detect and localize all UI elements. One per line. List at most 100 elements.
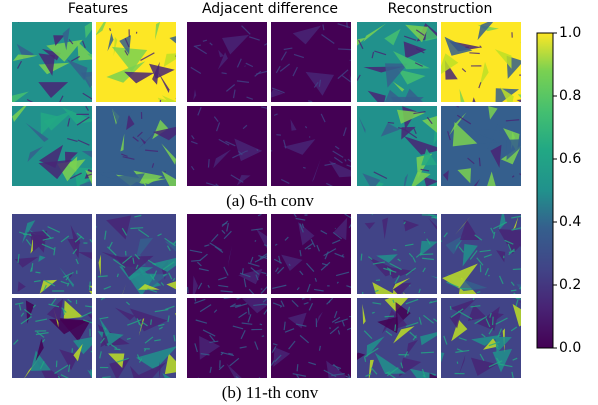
feature-map-tile	[271, 213, 369, 294]
feature-map-tile	[268, 106, 363, 189]
feature-map-tile	[187, 106, 274, 192]
feature-map-tile	[271, 294, 355, 385]
feature-map-tile	[12, 298, 108, 392]
tile-streak	[18, 17, 25, 22]
tile-streak	[420, 254, 433, 255]
tile-blob	[145, 183, 176, 207]
feature-map-tile	[439, 208, 551, 312]
tile-content	[187, 22, 278, 102]
feature-map-tile	[436, 296, 540, 380]
tile-streak	[371, 207, 373, 215]
colorbar-tick-label: 1.0	[559, 25, 581, 41]
caption: (b) 11-th conv	[222, 383, 319, 402]
tile-content	[357, 106, 452, 202]
tile-streak	[151, 319, 152, 324]
tile-blob	[422, 185, 450, 202]
tile-streak	[308, 248, 311, 249]
tile-content	[96, 295, 197, 391]
colorbar-tick-label: 0.4	[559, 214, 581, 230]
tile-content	[95, 12, 203, 114]
tile-streak	[297, 364, 298, 371]
column-title: Adjacent difference	[202, 1, 338, 17]
tile-streak	[385, 316, 394, 317]
tile-streak	[469, 53, 479, 54]
tile-streak	[176, 56, 184, 61]
feature-map-tile	[95, 12, 203, 114]
tile-streak	[187, 287, 188, 293]
tile-streak	[488, 275, 489, 276]
tile-content	[12, 298, 108, 392]
tile-streak	[513, 269, 526, 270]
column-title: Reconstruction	[388, 1, 493, 17]
tile-content	[348, 287, 452, 389]
tile-streak	[191, 260, 200, 261]
colorbar-tick-label: 0.2	[559, 277, 581, 293]
feature-map-tile	[357, 106, 452, 202]
feature-map-tile	[187, 214, 276, 301]
tile-content	[267, 20, 353, 102]
tile-content	[439, 208, 551, 312]
tile-content	[271, 213, 369, 294]
feature-map-tile	[267, 20, 353, 102]
tile-content	[271, 294, 355, 385]
tile-streak	[35, 272, 40, 273]
tile-streak	[222, 73, 227, 74]
tile-content	[441, 105, 531, 199]
tile-streak	[424, 232, 425, 233]
feature-map-tile	[348, 287, 452, 389]
tile-content	[268, 106, 363, 189]
tile-streak	[262, 336, 264, 337]
tile-streak	[310, 295, 311, 300]
tile-streak	[519, 174, 531, 182]
tile-streak	[421, 352, 434, 353]
tile-bg	[187, 106, 267, 186]
tile-streak	[422, 215, 435, 216]
tile-streak	[511, 290, 516, 291]
tile-streak	[260, 324, 262, 325]
tile-streak	[479, 158, 480, 167]
tile-streak	[195, 298, 196, 301]
feature-map-tile	[96, 106, 192, 207]
tile-streak	[114, 349, 120, 350]
tile-content	[187, 294, 282, 395]
tile-streak	[256, 377, 260, 383]
tile-streak	[255, 240, 256, 241]
tile-streak	[130, 228, 143, 229]
tile-streak	[198, 378, 199, 383]
feature-map-tile	[187, 22, 278, 102]
tile-streak	[430, 302, 432, 303]
tile-streak	[372, 312, 375, 313]
feature-map-tile	[96, 295, 197, 391]
colorbar-tick-label: 0.0	[559, 340, 581, 356]
caption: (a) 6-th conv	[226, 191, 314, 210]
tile-streak	[303, 167, 305, 168]
tile-blob	[517, 185, 531, 199]
figure: Features Adjacent difference Reconstruct…	[0, 0, 598, 405]
tile-content	[94, 214, 200, 300]
tile-bg	[271, 298, 351, 378]
tile-content	[187, 214, 276, 301]
tile-content	[349, 22, 441, 118]
tile-content	[96, 106, 192, 207]
tile-streak	[102, 377, 110, 378]
feature-map-tile	[187, 294, 282, 395]
tile-content	[436, 296, 540, 380]
tile-bg	[187, 22, 267, 102]
tile-streak	[450, 306, 451, 310]
column-title: Features	[68, 1, 128, 17]
tile-streak	[388, 122, 394, 123]
tile-streak	[460, 288, 471, 289]
tile-bg	[271, 214, 351, 294]
tile-streak	[29, 235, 31, 236]
tile-streak	[361, 254, 362, 261]
feature-map-tile	[441, 105, 531, 199]
tile-streak	[390, 269, 391, 275]
feature-map-tile	[94, 214, 200, 300]
tile-streak	[393, 249, 397, 250]
tile-streak	[338, 49, 352, 50]
tile-streak	[208, 159, 209, 167]
tile-streak	[89, 282, 90, 290]
tile-content	[187, 106, 274, 192]
colorbar-tick-label: 0.6	[559, 151, 581, 167]
tile-streak	[395, 324, 396, 331]
